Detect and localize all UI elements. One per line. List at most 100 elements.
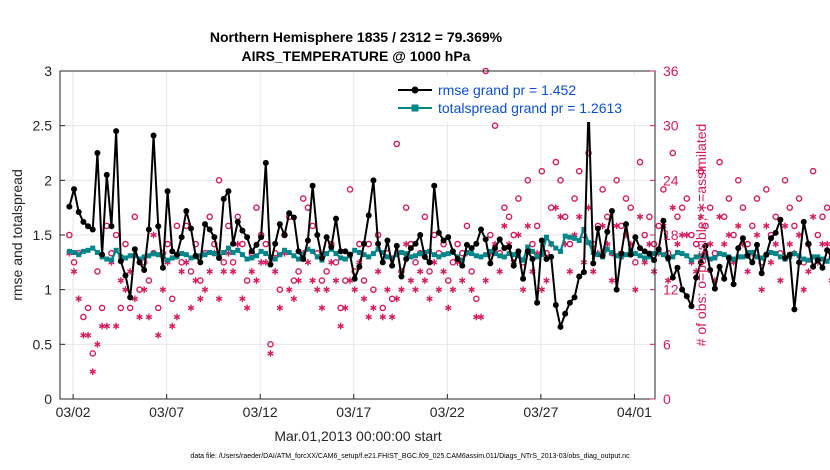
spread-point <box>380 249 386 255</box>
spread-point <box>469 251 475 257</box>
spread-point <box>511 252 517 258</box>
rmse-point <box>482 236 489 243</box>
possible-obs-point <box>388 295 396 303</box>
possible-obs-point <box>674 213 681 221</box>
asterisk-stroke <box>370 305 377 311</box>
asterisk-stroke <box>721 241 728 247</box>
rmse-point <box>693 274 700 281</box>
rmse-point <box>127 294 134 301</box>
rmse-point <box>361 240 368 247</box>
spread-point <box>815 254 821 260</box>
spread-point <box>146 253 152 259</box>
spread-point <box>413 253 419 259</box>
spread-point <box>342 256 348 262</box>
rmse-point <box>580 269 587 276</box>
asterisk-stroke <box>412 287 419 292</box>
asterisk-stroke <box>271 269 279 274</box>
rmse-point <box>730 281 737 288</box>
rmse-point <box>379 259 386 266</box>
rmse-point <box>459 262 466 269</box>
rmse-point <box>89 226 96 233</box>
asterisk-stroke <box>150 232 157 238</box>
rmse-point <box>417 232 424 238</box>
assimilated-obs-point <box>384 286 391 293</box>
spread-point <box>300 252 306 258</box>
spread-point <box>623 252 629 258</box>
assimilated-obs-point <box>407 277 415 284</box>
asterisk-stroke <box>178 269 185 274</box>
asterisk-stroke <box>103 323 110 329</box>
possible-obs-point <box>463 222 471 230</box>
rmse-point <box>800 218 807 225</box>
rmse-point <box>103 171 110 178</box>
asterisk-stroke <box>758 287 765 292</box>
rmse-point <box>791 306 798 313</box>
rmse-point <box>202 221 209 228</box>
possible-obs-point <box>753 195 761 202</box>
spread-point <box>282 247 288 253</box>
assimilated-obs-point <box>70 268 78 275</box>
rmse-point <box>492 245 499 252</box>
rmse-point <box>407 245 414 252</box>
assimilated-obs-point <box>590 268 597 275</box>
rmse-point <box>393 242 400 249</box>
possible-obs-point <box>136 286 143 293</box>
asterisk-stroke <box>159 287 167 292</box>
rmse-point <box>543 256 550 263</box>
data-file-footer: data file: /Users/raeder/DAI/ATM_forcXX/… <box>190 453 630 460</box>
asterisk-stroke <box>360 296 368 302</box>
asterisk-stroke <box>393 296 401 302</box>
rmse-point <box>618 250 625 257</box>
spread-point <box>572 235 578 241</box>
rmse-point <box>178 234 185 241</box>
assimilated-obs-point <box>795 231 803 239</box>
rmse-point <box>304 237 311 244</box>
assimilated-obs-point <box>103 322 110 330</box>
assimilated-obs-point <box>809 213 817 221</box>
spread-point <box>445 251 451 257</box>
rmse-point <box>75 209 82 216</box>
asterisk-stroke <box>89 369 96 374</box>
rmse-point <box>749 259 756 266</box>
rmse-point <box>99 251 106 258</box>
asterisk-stroke <box>781 223 789 229</box>
spread-point <box>310 248 316 254</box>
rmse-point <box>637 245 644 252</box>
spread-point <box>137 256 143 262</box>
asterisk-stroke <box>253 278 260 283</box>
assimilated-obs-point <box>664 277 672 284</box>
rmse-point <box>66 203 73 210</box>
asterisk-stroke <box>772 241 779 247</box>
possible-obs-point <box>370 286 377 293</box>
assimilated-obs-point <box>552 204 560 211</box>
possible-obs-point <box>229 259 237 266</box>
asterisk-stroke <box>557 214 564 220</box>
asterisk-stroke <box>767 260 775 265</box>
legend-box <box>394 76 652 122</box>
assimilated-obs-point <box>599 222 606 230</box>
assimilated-obs-point <box>374 268 382 275</box>
rmse-point <box>323 234 330 241</box>
possible-obs-point <box>98 304 106 312</box>
spread-point <box>562 233 568 239</box>
spread-point <box>777 254 783 260</box>
asterisk-stroke <box>323 287 330 292</box>
spread-point <box>249 255 255 261</box>
possible-obs-point <box>215 177 223 184</box>
assimilated-obs-point <box>515 231 522 239</box>
possible-obs-point <box>126 304 134 312</box>
rmse-point <box>627 251 634 258</box>
possible-obs-point <box>426 268 433 275</box>
assimilated-obs-point <box>538 286 546 293</box>
rmse-point <box>80 218 87 225</box>
rmse-point <box>683 293 690 300</box>
spread-point <box>155 252 161 258</box>
spread-point <box>188 255 194 261</box>
rmse-point <box>506 244 513 251</box>
possible-obs-point <box>487 231 494 239</box>
rmse-point <box>665 254 672 261</box>
rmse-point <box>707 266 714 273</box>
possible-obs-point <box>678 204 686 211</box>
spread-point <box>543 234 549 240</box>
assimilated-obs-point <box>197 295 204 303</box>
